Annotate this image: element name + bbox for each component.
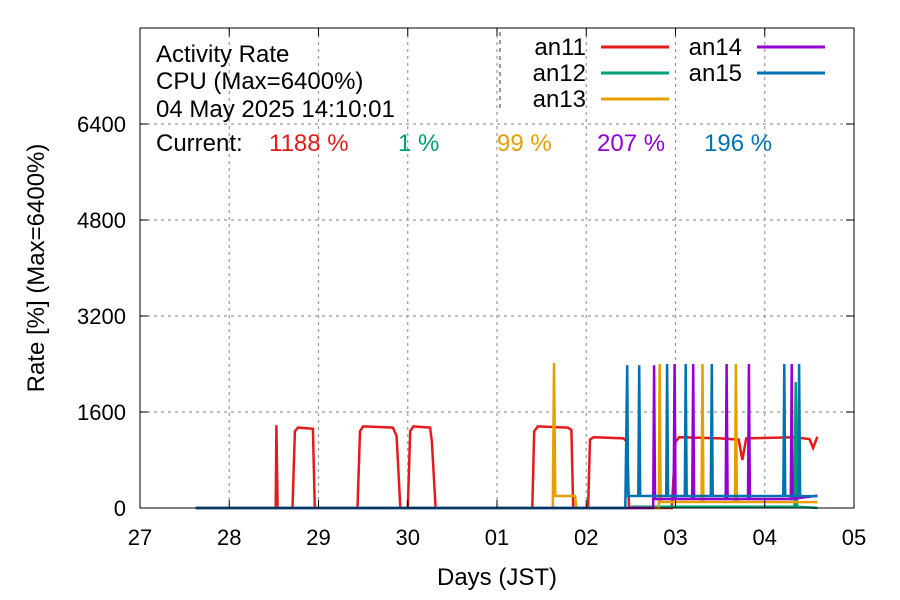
x-tick-label: 03 <box>663 525 687 550</box>
current-value-an12: 1 % <box>398 130 439 157</box>
y-tick-label: 4800 <box>77 208 126 233</box>
series-line-an12 <box>195 381 818 510</box>
current-value-an14: 207 % <box>597 130 665 157</box>
chart-subtitle: CPU (Max=6400%) <box>156 68 363 95</box>
legend-label-an14: an14 <box>689 34 742 61</box>
series-line-an13 <box>195 362 818 510</box>
x-tick-label: 29 <box>306 525 330 550</box>
current-values: 1188 % 1 % 99 % 207 % 196 % <box>269 130 772 157</box>
x-tick-label: 30 <box>396 525 420 550</box>
x-axis-label: Days (JST) <box>437 564 557 591</box>
current-label: Current: <box>156 130 243 157</box>
x-tick-label: 28 <box>217 525 241 550</box>
y-tick-label: 6400 <box>77 112 126 137</box>
x-tick-label: 04 <box>753 525 777 550</box>
y-axis-label: Rate [%] (Max=6400%) <box>23 144 50 393</box>
x-tick-label: 02 <box>574 525 598 550</box>
legend-label-an12: an12 <box>533 60 586 87</box>
chart-title: Activity Rate <box>156 41 289 68</box>
series-line-an14 <box>195 363 818 510</box>
y-tick-label: 0 <box>114 496 126 521</box>
legend-label-an11: an11 <box>534 34 586 61</box>
x-tick-label: 27 <box>128 525 152 550</box>
current-value-an13: 99 % <box>497 130 552 157</box>
legend-label-an15: an15 <box>689 60 742 87</box>
y-tick-label: 3200 <box>77 304 126 329</box>
legend-label-an13: an13 <box>533 86 586 113</box>
series-lines <box>195 362 819 510</box>
y-tick-label: 1600 <box>77 400 126 425</box>
x-tick-label: 05 <box>842 525 866 550</box>
axis-ticks: 27 28 29 30 01 02 03 04 05 0 1600 3200 4800 6400 <box>77 28 866 550</box>
current-value-an15: 196 % <box>704 130 772 157</box>
x-tick-label: 01 <box>485 525 509 550</box>
chart-timestamp: 04 May 2025 14:10:01 <box>156 96 395 123</box>
plot-grid <box>140 28 854 508</box>
series-line-an15 <box>195 363 818 510</box>
current-value-an11: 1188 % <box>269 130 349 157</box>
